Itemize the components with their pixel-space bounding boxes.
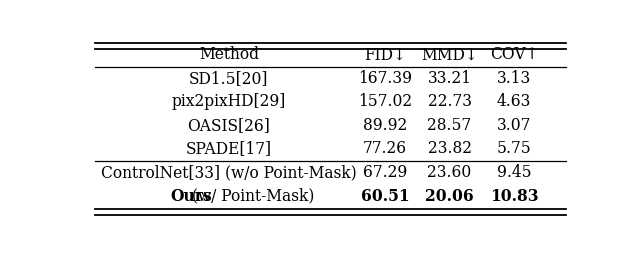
Text: 28.57: 28.57 bbox=[428, 117, 472, 134]
Text: 3.07: 3.07 bbox=[497, 117, 531, 134]
Text: 23.60: 23.60 bbox=[428, 164, 472, 181]
Text: MMD↓: MMD↓ bbox=[421, 46, 478, 63]
Text: 23.82: 23.82 bbox=[428, 140, 472, 157]
Text: COV↑: COV↑ bbox=[490, 46, 538, 63]
Text: 167.39: 167.39 bbox=[358, 70, 412, 87]
Text: 10.83: 10.83 bbox=[490, 187, 538, 205]
Text: 4.63: 4.63 bbox=[497, 93, 531, 110]
Text: 77.26: 77.26 bbox=[363, 140, 407, 157]
Text: Method: Method bbox=[199, 46, 259, 63]
Text: 67.29: 67.29 bbox=[363, 164, 407, 181]
Text: pix2pixHD[29]: pix2pixHD[29] bbox=[172, 93, 286, 110]
Text: 89.92: 89.92 bbox=[363, 117, 407, 134]
Text: 33.21: 33.21 bbox=[428, 70, 472, 87]
Text: 20.06: 20.06 bbox=[425, 187, 474, 205]
Text: 3.13: 3.13 bbox=[497, 70, 531, 87]
Text: SPADE[17]: SPADE[17] bbox=[186, 140, 272, 157]
Text: 157.02: 157.02 bbox=[358, 93, 412, 110]
Text: SD1.5[20]: SD1.5[20] bbox=[189, 70, 269, 87]
Text: FID↓: FID↓ bbox=[364, 46, 406, 63]
Text: ControlNet[33] (w/o Point-Mask): ControlNet[33] (w/o Point-Mask) bbox=[101, 164, 356, 181]
Text: 60.51: 60.51 bbox=[361, 187, 410, 205]
Text: (w/ Point-Mask): (w/ Point-Mask) bbox=[188, 187, 315, 205]
Text: 22.73: 22.73 bbox=[428, 93, 472, 110]
Text: 9.45: 9.45 bbox=[497, 164, 531, 181]
Text: 5.75: 5.75 bbox=[497, 140, 531, 157]
Text: Ours: Ours bbox=[171, 187, 212, 205]
Text: OASIS[26]: OASIS[26] bbox=[188, 117, 270, 134]
